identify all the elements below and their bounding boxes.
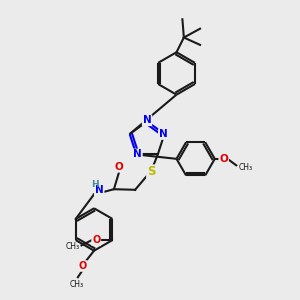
Text: CH₃: CH₃ — [238, 163, 253, 172]
Text: O: O — [219, 154, 228, 164]
Text: H: H — [91, 180, 98, 189]
Text: N: N — [133, 149, 142, 160]
Text: CH₃: CH₃ — [65, 242, 80, 251]
Text: O: O — [79, 261, 87, 271]
Text: CH₃: CH₃ — [70, 280, 84, 289]
Text: N: N — [159, 129, 168, 139]
Text: N: N — [95, 185, 103, 195]
Text: O: O — [92, 235, 100, 245]
Text: O: O — [115, 162, 124, 172]
Text: S: S — [147, 165, 156, 178]
Text: N: N — [143, 115, 152, 125]
